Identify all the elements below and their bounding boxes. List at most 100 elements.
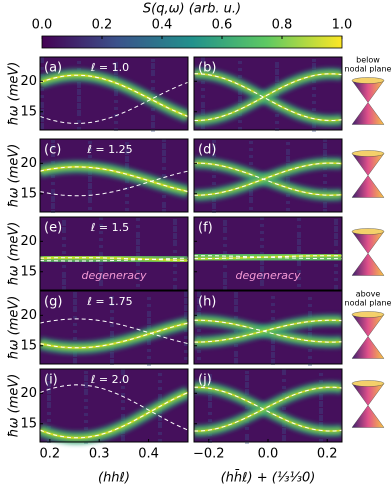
noise: [73, 309, 77, 312]
noise: [201, 105, 205, 108]
noise: [136, 232, 140, 235]
noise: [136, 277, 140, 280]
noise: [223, 275, 227, 278]
noise: [323, 150, 327, 153]
noise: [147, 314, 151, 317]
noise: [286, 180, 290, 183]
noise: [245, 389, 249, 392]
noise: [62, 279, 66, 282]
noise: [286, 159, 290, 162]
noise: [260, 273, 264, 276]
noise: [212, 154, 216, 157]
noise: [125, 142, 129, 145]
noise: [77, 61, 81, 64]
noise: [275, 76, 279, 79]
noise: [238, 99, 242, 102]
noise: [197, 312, 201, 315]
intensity-core: [40, 391, 188, 439]
noise: [297, 239, 301, 242]
side-note: nodal plane: [345, 65, 391, 74]
noise: [62, 230, 66, 233]
noise: [282, 438, 286, 441]
noise: [319, 422, 323, 425]
noise: [223, 286, 227, 289]
noise: [99, 276, 103, 279]
dashed-curve: [194, 319, 342, 343]
cone-rim: [351, 380, 385, 387]
noise: [238, 120, 242, 123]
noise: [212, 199, 216, 202]
noise: [286, 201, 290, 204]
noise: [121, 372, 125, 375]
noise: [73, 354, 77, 357]
noise: [282, 372, 286, 375]
colorbar-tick-label: 0.8: [272, 18, 293, 33]
noise: [114, 90, 118, 93]
noise: [136, 270, 140, 273]
noise: [40, 102, 44, 105]
noise: [47, 402, 51, 405]
noise: [40, 123, 44, 126]
noise: [84, 413, 88, 416]
noise: [51, 196, 55, 199]
noise: [334, 219, 338, 222]
panel-frame: [39, 216, 189, 291]
panel-frame: [193, 56, 343, 131]
noise: [245, 434, 249, 437]
noise: [184, 301, 188, 304]
noise: [319, 380, 323, 383]
noise: [84, 406, 88, 409]
noise: [173, 233, 177, 236]
noise: [62, 286, 66, 289]
noise: [260, 269, 264, 272]
noise: [208, 419, 212, 422]
noise: [223, 244, 227, 247]
cone-icon: [351, 314, 385, 337]
noise: [319, 404, 323, 407]
noise: [297, 246, 301, 249]
noise: [212, 147, 216, 150]
noise: [121, 414, 125, 417]
noise: [47, 374, 51, 377]
noise: [297, 277, 301, 280]
noise: [323, 205, 327, 208]
panel-label: (d): [198, 143, 216, 158]
noise: [234, 344, 238, 347]
noise: [297, 218, 301, 221]
noise: [245, 385, 249, 388]
noise: [312, 125, 316, 128]
noise: [136, 239, 140, 242]
noise: [323, 139, 327, 142]
noise: [308, 311, 312, 314]
noise: [271, 341, 275, 344]
noise: [121, 435, 125, 438]
cone-icon: [351, 253, 385, 276]
noise: [136, 246, 140, 249]
side-note: nodal plane: [345, 299, 391, 308]
colorbar-tick-label: 1.0: [332, 18, 353, 33]
noise: [275, 62, 279, 65]
panel-frame: [193, 216, 343, 291]
noise: [249, 141, 253, 144]
noise: [110, 331, 114, 334]
noise: [77, 99, 81, 102]
noise: [84, 420, 88, 423]
noise: [51, 182, 55, 185]
panel-content: [40, 139, 188, 213]
panel-label: (e): [44, 221, 62, 236]
noise: [334, 264, 338, 267]
noise: [162, 209, 166, 212]
noise: [184, 357, 188, 360]
noise: [40, 60, 44, 63]
y-axis-label: ħω (meV): [7, 296, 22, 360]
noise: [260, 238, 264, 241]
noise: [114, 93, 118, 96]
noise: [162, 143, 166, 146]
noise: [275, 72, 279, 75]
noise: [282, 386, 286, 389]
noise: [323, 181, 327, 184]
panel-label: (g): [44, 295, 62, 310]
noise: [47, 412, 51, 415]
noise: [323, 146, 327, 149]
noise: [271, 296, 275, 299]
